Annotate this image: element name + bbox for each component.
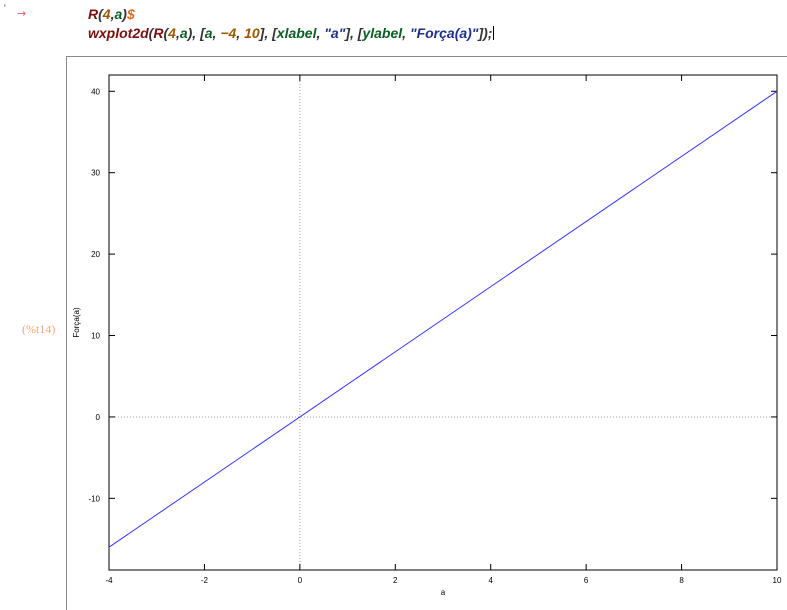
separator: , [212,25,221,41]
x-tick-label: -2 [201,576,209,585]
x-tick-label: 6 [584,576,589,585]
y-axis-label: Força(a) [72,307,81,338]
paren: ) [187,25,193,41]
x-tick-label: -4 [105,576,113,585]
y-tick-label: 20 [91,250,100,259]
input-line-2[interactable]: wxplot2d(R(4,a), [a, −4, 10], [xlabel, "… [88,25,495,41]
separator: , [236,25,245,41]
bracket: [ [200,25,205,41]
plot-output[interactable]: -4 -2 0 2 4 6 8 10 -10 0 10 20 30 40 a Força(a) [66,56,787,610]
separator: , [192,25,201,41]
x-tick-label: 0 [298,576,303,585]
paren: ( [148,25,154,41]
number: 10 [244,25,260,41]
variable: a [204,25,213,41]
bracket: ] [478,25,484,41]
y-tick-label: 0 [96,413,101,422]
x-tick-label: 2 [393,576,398,585]
number: −4 [220,25,237,41]
bracket: [ [272,25,277,41]
bracket: ] [345,25,350,41]
y-tick-label: 30 [91,169,100,178]
y-tick-label: 40 [91,87,100,96]
paren: ( [163,25,169,41]
output-label: (%t14) [22,322,56,336]
comma: , [110,6,115,22]
cell-bracket-mark[interactable]: ' [4,3,6,13]
number: 4 [102,6,111,22]
number: 4 [168,25,176,41]
comma: , [175,25,180,41]
variable: a [179,25,188,41]
x-tick-label: 4 [488,576,493,585]
input-line-1[interactable]: R(4,a)$ [88,6,135,22]
separator: , [316,25,325,41]
func-name: R [153,25,164,41]
series-line [108,90,778,548]
paren: ) [483,25,488,41]
separator: , [402,25,410,41]
y-tick-label: 10 [91,332,100,341]
y-tick-label: -10 [88,494,100,503]
separator: , [264,25,273,41]
x-tick-label: 10 [773,576,782,585]
paren: ( [98,6,103,22]
input-arrow-icon: → [17,7,27,20]
func-name: wxplot2d [88,25,149,41]
option-key: xlabel [276,25,317,41]
string-literal: "Força(a)" [409,25,479,41]
variable: a [114,6,123,22]
string-literal: "a" [324,25,346,41]
func-name: R [88,6,99,22]
text-cursor [493,26,495,40]
option-key: ylabel [362,25,403,41]
separator: , [350,25,358,41]
paren: ) [122,6,127,22]
line-chart: -4 -2 0 2 4 6 8 10 -10 0 10 20 30 40 a Força(a) [72,74,782,597]
plot-frame-border [108,74,778,571]
x-tick-label: 8 [679,576,684,585]
terminator: ; [487,25,493,41]
bracket: [ [357,25,363,41]
terminator: $ [126,6,135,22]
x-axis-label: a [441,588,446,597]
bracket: ] [259,25,265,41]
